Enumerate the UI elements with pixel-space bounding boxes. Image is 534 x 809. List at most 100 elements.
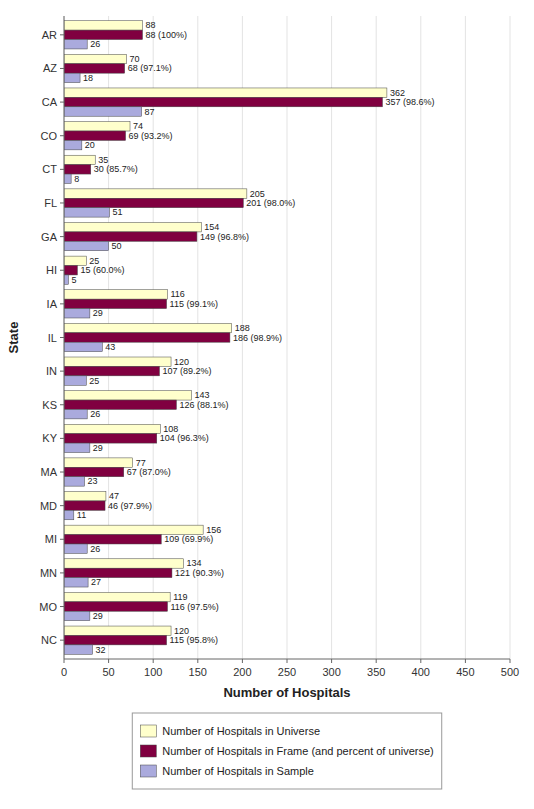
tick-label: MO bbox=[39, 601, 57, 613]
tick-mark bbox=[60, 572, 64, 573]
tick-label: CO bbox=[41, 130, 58, 142]
tick-mark bbox=[64, 659, 65, 663]
bar bbox=[64, 400, 176, 409]
bar bbox=[64, 30, 142, 39]
tick-mark bbox=[60, 236, 64, 237]
tick-mark bbox=[60, 135, 64, 136]
bar bbox=[64, 635, 167, 644]
bar bbox=[64, 391, 192, 400]
bar bbox=[64, 477, 85, 486]
data-label: 149 (96.8%) bbox=[200, 232, 249, 242]
x-axis-title: Number of Hospitals bbox=[223, 685, 350, 700]
bar bbox=[64, 535, 161, 544]
data-label: 18 bbox=[83, 73, 93, 83]
tick-label: 300 bbox=[322, 666, 340, 678]
tick-mark bbox=[153, 659, 154, 663]
grid-line bbox=[287, 16, 288, 659]
bars bbox=[64, 21, 387, 655]
data-label: 186 (98.9%) bbox=[233, 333, 282, 343]
tick-label: 100 bbox=[144, 666, 162, 678]
grid bbox=[64, 16, 510, 659]
tick-label: KY bbox=[42, 432, 57, 444]
tick-mark bbox=[60, 34, 64, 35]
bar bbox=[64, 97, 382, 106]
bar bbox=[64, 107, 142, 116]
bar bbox=[64, 275, 68, 284]
tick-label: AZ bbox=[43, 62, 57, 74]
legend-swatch bbox=[140, 745, 156, 757]
bar bbox=[64, 232, 197, 241]
bar bbox=[64, 611, 90, 620]
data-label: 23 bbox=[88, 476, 98, 486]
bar bbox=[64, 458, 133, 467]
bar bbox=[64, 54, 126, 63]
tick-mark bbox=[60, 606, 64, 607]
tick-label: CT bbox=[42, 163, 57, 175]
bar bbox=[64, 443, 90, 452]
tick-mark bbox=[60, 438, 64, 439]
tick-mark bbox=[420, 659, 421, 663]
tick-mark bbox=[60, 472, 64, 473]
tick-label: 250 bbox=[278, 666, 296, 678]
bar bbox=[64, 492, 106, 501]
data-label: 30 (85.7%) bbox=[94, 164, 138, 174]
bar bbox=[64, 544, 87, 553]
data-label: 43 bbox=[105, 342, 115, 352]
bar bbox=[64, 189, 247, 198]
tick-mark bbox=[60, 169, 64, 170]
data-label: 67 (87.0%) bbox=[127, 467, 171, 477]
data-label: 5 bbox=[71, 275, 76, 285]
bar bbox=[64, 510, 74, 519]
tick-label: IA bbox=[47, 298, 58, 310]
data-label: 104 (96.3%) bbox=[160, 433, 209, 443]
tick-mark bbox=[60, 303, 64, 304]
data-label: 201 (98.0%) bbox=[246, 198, 295, 208]
bar bbox=[64, 165, 91, 174]
legend-box bbox=[132, 713, 441, 789]
bar bbox=[64, 122, 130, 131]
tick-mark bbox=[60, 404, 64, 405]
bar bbox=[64, 467, 124, 476]
data-label: 32 bbox=[96, 645, 106, 655]
tick-label: MA bbox=[41, 466, 58, 478]
tick-label: AR bbox=[42, 29, 57, 41]
tick-label: IN bbox=[46, 365, 57, 377]
data-label: 109 (69.9%) bbox=[164, 534, 213, 544]
grid-line bbox=[331, 16, 332, 659]
bar bbox=[64, 568, 172, 577]
bar bbox=[64, 424, 160, 433]
data-label: 107 (89.2%) bbox=[162, 366, 211, 376]
bar bbox=[64, 578, 88, 587]
tick-mark bbox=[60, 270, 64, 271]
bar bbox=[64, 140, 82, 149]
bar bbox=[64, 21, 142, 30]
bar bbox=[64, 333, 230, 342]
tick-label: FL bbox=[44, 197, 57, 209]
tick-label: 350 bbox=[367, 666, 385, 678]
grid-line bbox=[420, 16, 421, 659]
chart: 0501001502002503003504004505008870362743… bbox=[0, 0, 534, 809]
tick-mark bbox=[60, 505, 64, 506]
data-label: 20 bbox=[85, 140, 95, 150]
bar bbox=[64, 501, 105, 510]
tick-label: NC bbox=[41, 634, 57, 646]
tick-mark bbox=[242, 659, 243, 663]
tick-label: HI bbox=[46, 264, 57, 276]
tick-mark bbox=[108, 659, 109, 663]
data-labels: 8870362743520515425116188120143108774715… bbox=[71, 20, 434, 654]
tick-mark bbox=[60, 371, 64, 372]
bar bbox=[64, 626, 171, 635]
data-label: 116 (97.5%) bbox=[170, 602, 218, 612]
tick-label: MI bbox=[45, 533, 57, 545]
bar bbox=[64, 357, 171, 366]
data-label: 115 (95.8%) bbox=[170, 635, 218, 645]
bar bbox=[64, 342, 102, 351]
data-label: 26 bbox=[90, 544, 100, 554]
legend-swatch bbox=[140, 765, 156, 777]
tick-mark bbox=[197, 659, 198, 663]
tick-mark bbox=[60, 640, 64, 641]
data-label: 126 (88.1%) bbox=[179, 400, 228, 410]
data-label: 46 (97.9%) bbox=[108, 501, 152, 511]
legend-label: Number of Hospitals in Universe bbox=[162, 725, 320, 737]
tick-label: GA bbox=[41, 231, 58, 243]
